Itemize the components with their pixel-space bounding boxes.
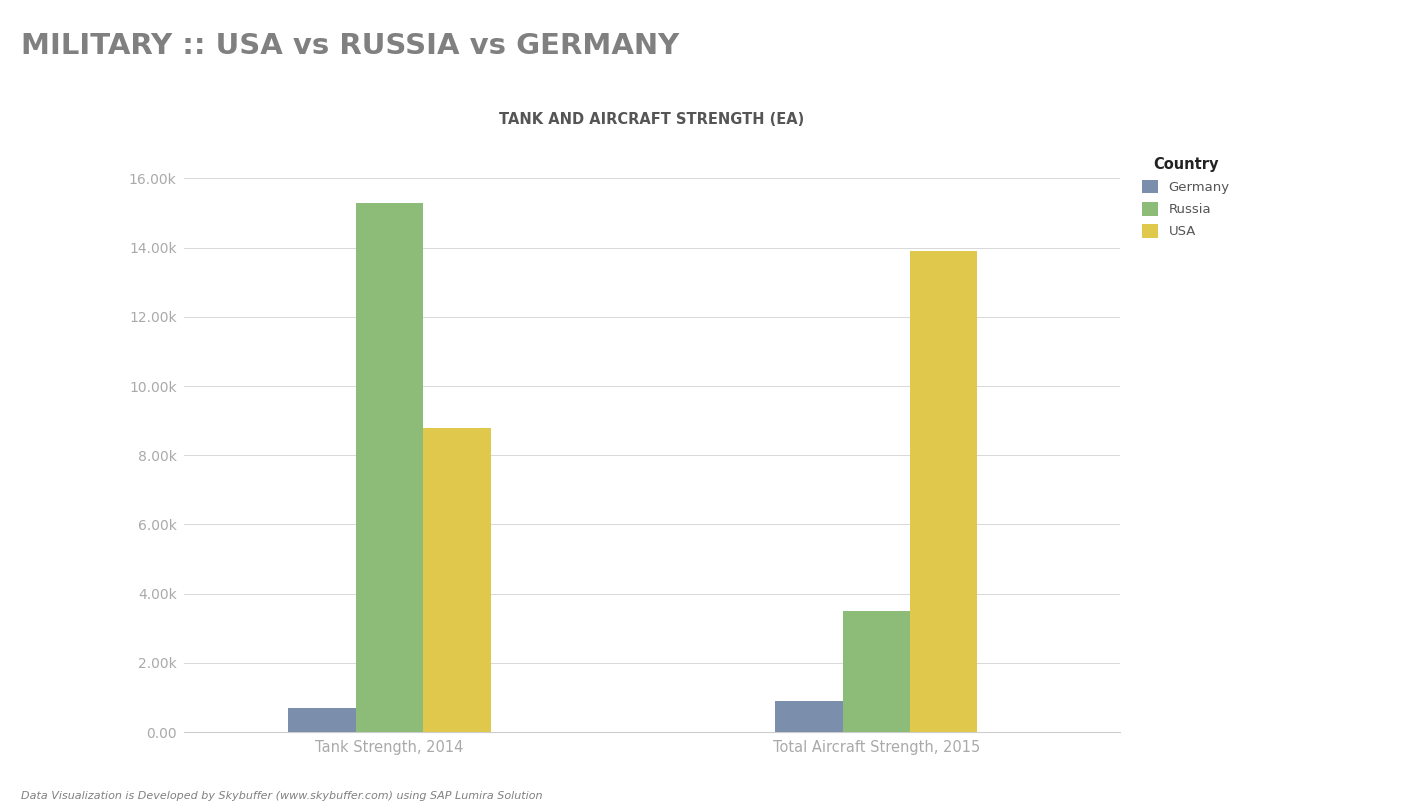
Title: TANK AND AIRCRAFT STRENGTH (EA): TANK AND AIRCRAFT STRENGTH (EA) <box>498 112 805 127</box>
Text: Data Visualization is Developed by Skybuffer (www.skybuffer.com) using SAP Lumir: Data Visualization is Developed by Skybu… <box>21 792 543 801</box>
Bar <box>423 427 491 732</box>
Bar <box>775 701 843 732</box>
Bar <box>289 708 356 732</box>
Bar <box>843 611 910 732</box>
Legend: Germany, Russia, USA: Germany, Russia, USA <box>1136 150 1236 245</box>
Text: MILITARY :: USA vs RUSSIA vs GERMANY: MILITARY :: USA vs RUSSIA vs GERMANY <box>21 32 679 61</box>
Bar <box>910 251 977 732</box>
Bar <box>356 203 423 732</box>
